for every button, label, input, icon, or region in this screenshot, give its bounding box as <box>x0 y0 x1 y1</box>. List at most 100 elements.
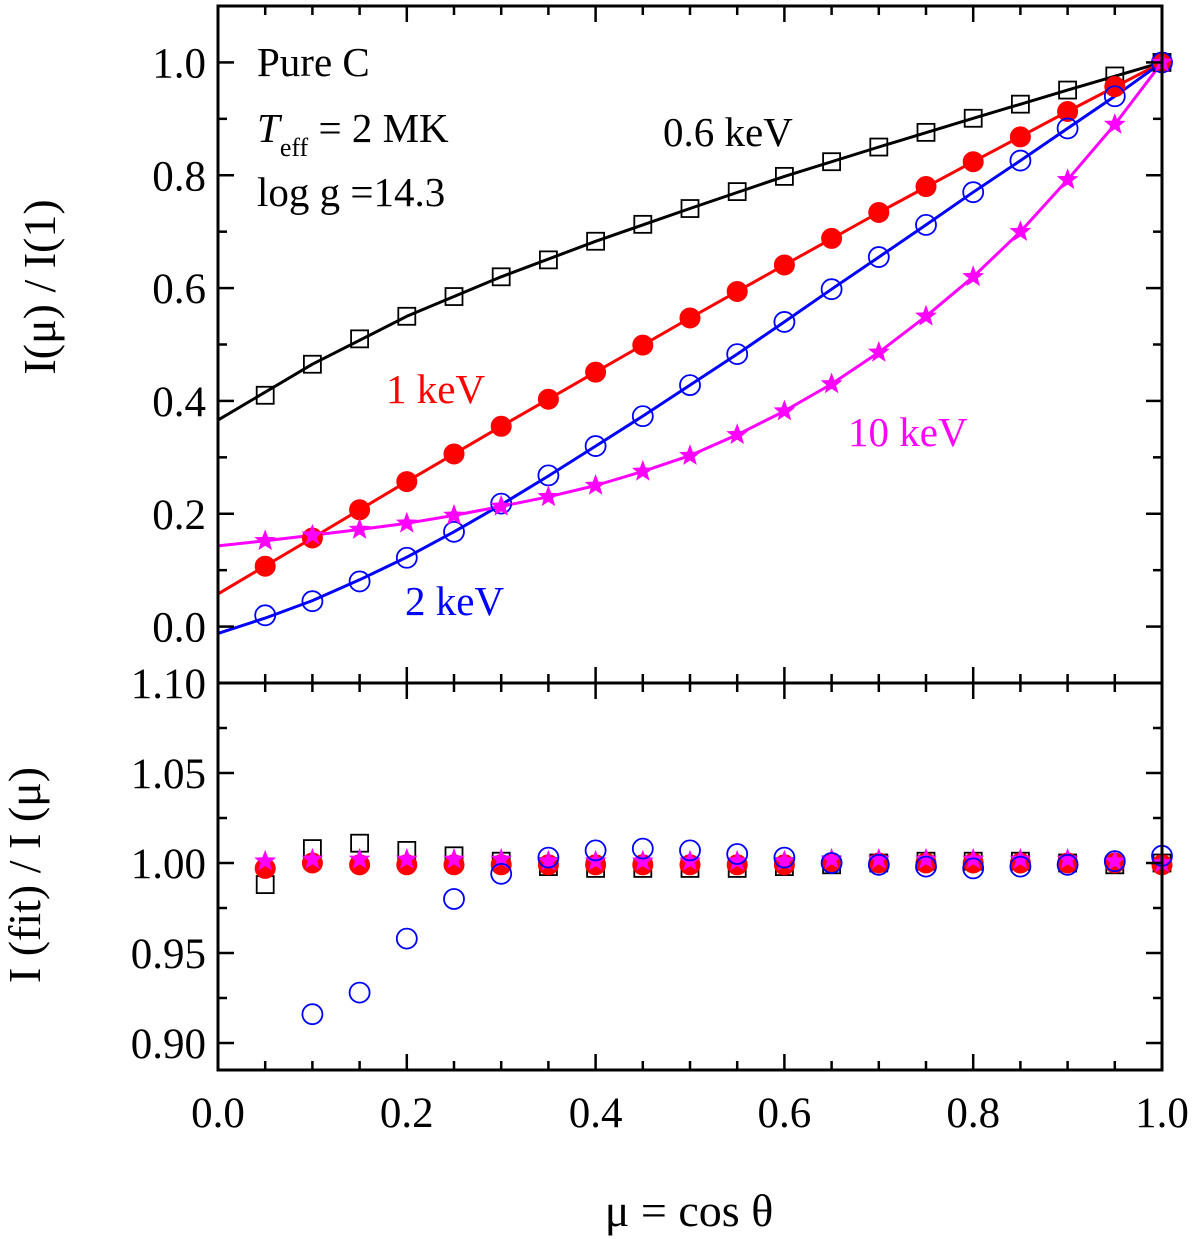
point-0-6-kev <box>586 231 605 251</box>
point-1-kev <box>443 443 465 465</box>
residual-point-2-kev <box>726 843 749 865</box>
point-0-6-kev <box>539 250 558 270</box>
top-panel: 0.0 0.2 0.4 0.6 0.8 1.0 Pure C Teff = 2 MK lo… <box>152 4 1173 685</box>
residual-point-2-kev <box>915 855 937 878</box>
bottom-y-tick-label: 1.00 <box>131 841 206 888</box>
label-1-kev: 1 keV <box>386 366 485 412</box>
point-2-kev <box>962 181 985 204</box>
point-10-kev <box>490 494 513 516</box>
point-0-6-kev <box>1011 94 1030 114</box>
residual-point-10-kev <box>726 849 749 871</box>
point-2-kev <box>867 246 890 268</box>
x-axis-label: μ = cos θ <box>605 1185 773 1236</box>
residual-point-2-kev <box>348 981 371 1004</box>
point-0-6-kev <box>869 137 889 157</box>
x-tick-label: 1.0 <box>1135 1090 1189 1137</box>
point-0-6-kev <box>302 354 322 374</box>
residual-point-2-kev <box>867 853 890 876</box>
point-2-kev <box>348 570 371 593</box>
fit-curve-0-6-kev <box>217 60 1163 422</box>
label-10-kev: 10 keV <box>848 409 968 455</box>
annotation-logg: log g =14.3 <box>257 169 445 215</box>
point-0-6-kev <box>727 182 747 202</box>
point-2-kev <box>1009 149 1032 172</box>
residual-point-2-kev <box>773 846 796 869</box>
residual-point-2-kev <box>490 862 513 885</box>
point-2-kev <box>395 546 418 569</box>
annotation-teff-value: = 2 MK <box>308 105 449 151</box>
point-1-kev <box>679 307 701 329</box>
point-1-kev <box>868 201 890 223</box>
bottom-y-tick-label: 0.90 <box>131 1021 206 1068</box>
point-1-kev <box>773 254 795 276</box>
residual-point-2-kev <box>395 927 418 950</box>
point-1-kev <box>1057 100 1079 122</box>
residual-point-10-kev <box>443 847 465 869</box>
point-1-kev <box>254 555 276 577</box>
point-10-kev <box>1103 113 1126 134</box>
point-2-kev <box>254 604 277 627</box>
point-1-kev <box>349 499 371 521</box>
point-0-6-kev <box>491 267 511 287</box>
residual-point-10-kev <box>915 847 937 869</box>
point-2-kev <box>584 435 607 457</box>
bottom-y-tick-label: 1.10 <box>131 661 206 708</box>
residual-point-10-kev <box>254 849 277 871</box>
residual-point-2-kev <box>631 837 654 860</box>
top-y-axis-title: I(μ) / I(1) <box>14 199 65 374</box>
point-1-kev <box>962 151 984 173</box>
series-labels: 0.6 keV 1 keV 2 keV 10 keV <box>386 109 968 624</box>
residual-point-10-kev <box>631 849 654 871</box>
point-2-kev <box>443 520 465 543</box>
point-10-kev <box>537 485 560 507</box>
point-0-6-kev <box>255 385 275 405</box>
residual-point-2-kev <box>1056 853 1079 876</box>
point-2-kev <box>631 405 654 428</box>
point-10-kev <box>301 523 324 545</box>
x-tick-label: 0.0 <box>191 1090 245 1137</box>
point-10-kev <box>1009 220 1032 241</box>
top-y-tick-label: 1.0 <box>152 40 206 87</box>
point-1-kev <box>490 415 512 437</box>
point-1-kev <box>396 471 418 493</box>
x-tick-label: 0.4 <box>569 1090 623 1137</box>
residual-point-2-kev <box>301 1003 324 1026</box>
residual-point-10-kev <box>1103 849 1126 871</box>
point-10-kev <box>726 423 749 445</box>
residual-point-10-kev <box>773 849 796 871</box>
point-1-kev <box>915 176 937 198</box>
label-2-kev: 2 keV <box>405 578 504 624</box>
point-1-kev <box>632 334 654 356</box>
top-y-tick-label: 0.2 <box>152 492 206 539</box>
point-1-kev <box>726 280 748 302</box>
residual-point-2-kev <box>679 839 701 862</box>
bottom-y-axis-title: I (fit) / I (μ) <box>0 767 50 983</box>
point-1-kev <box>821 227 843 249</box>
residual-point-2-kev <box>584 839 607 862</box>
point-10-kev <box>254 529 277 551</box>
point-2-kev <box>773 311 796 333</box>
top-y-axis-label: I(μ) / I(1) <box>14 199 65 374</box>
bottom-y-axis-label: I (fit) / I (μ) <box>0 767 50 983</box>
bottom-y-tick-label: 1.05 <box>131 751 206 798</box>
point-10-kev <box>773 399 796 421</box>
point-10-kev <box>820 372 843 394</box>
point-0-6-kev <box>822 152 841 172</box>
point-10-kev <box>443 503 465 525</box>
bottom-y-tick-label: 0.95 <box>131 931 206 978</box>
point-2-kev <box>679 374 701 397</box>
fit-curve-2-kev <box>217 61 1163 635</box>
annotation-teff-subscript: eff <box>280 133 309 162</box>
label-0-6-kev: 0.6 keV <box>663 109 793 155</box>
point-2-kev <box>301 590 324 613</box>
point-1-kev <box>585 361 607 383</box>
point-0-6-kev <box>1058 80 1077 100</box>
annotation-block: Pure C Teff = 2 MK log g =14.3 <box>257 39 449 215</box>
point-10-kev <box>1056 168 1079 190</box>
point-0-6-kev <box>680 199 700 218</box>
x-tick-label: 0.2 <box>380 1090 434 1137</box>
point-10-kev <box>631 459 654 481</box>
residual-point-10-kev <box>867 847 890 869</box>
top-y-tick-label: 0.4 <box>152 379 206 426</box>
